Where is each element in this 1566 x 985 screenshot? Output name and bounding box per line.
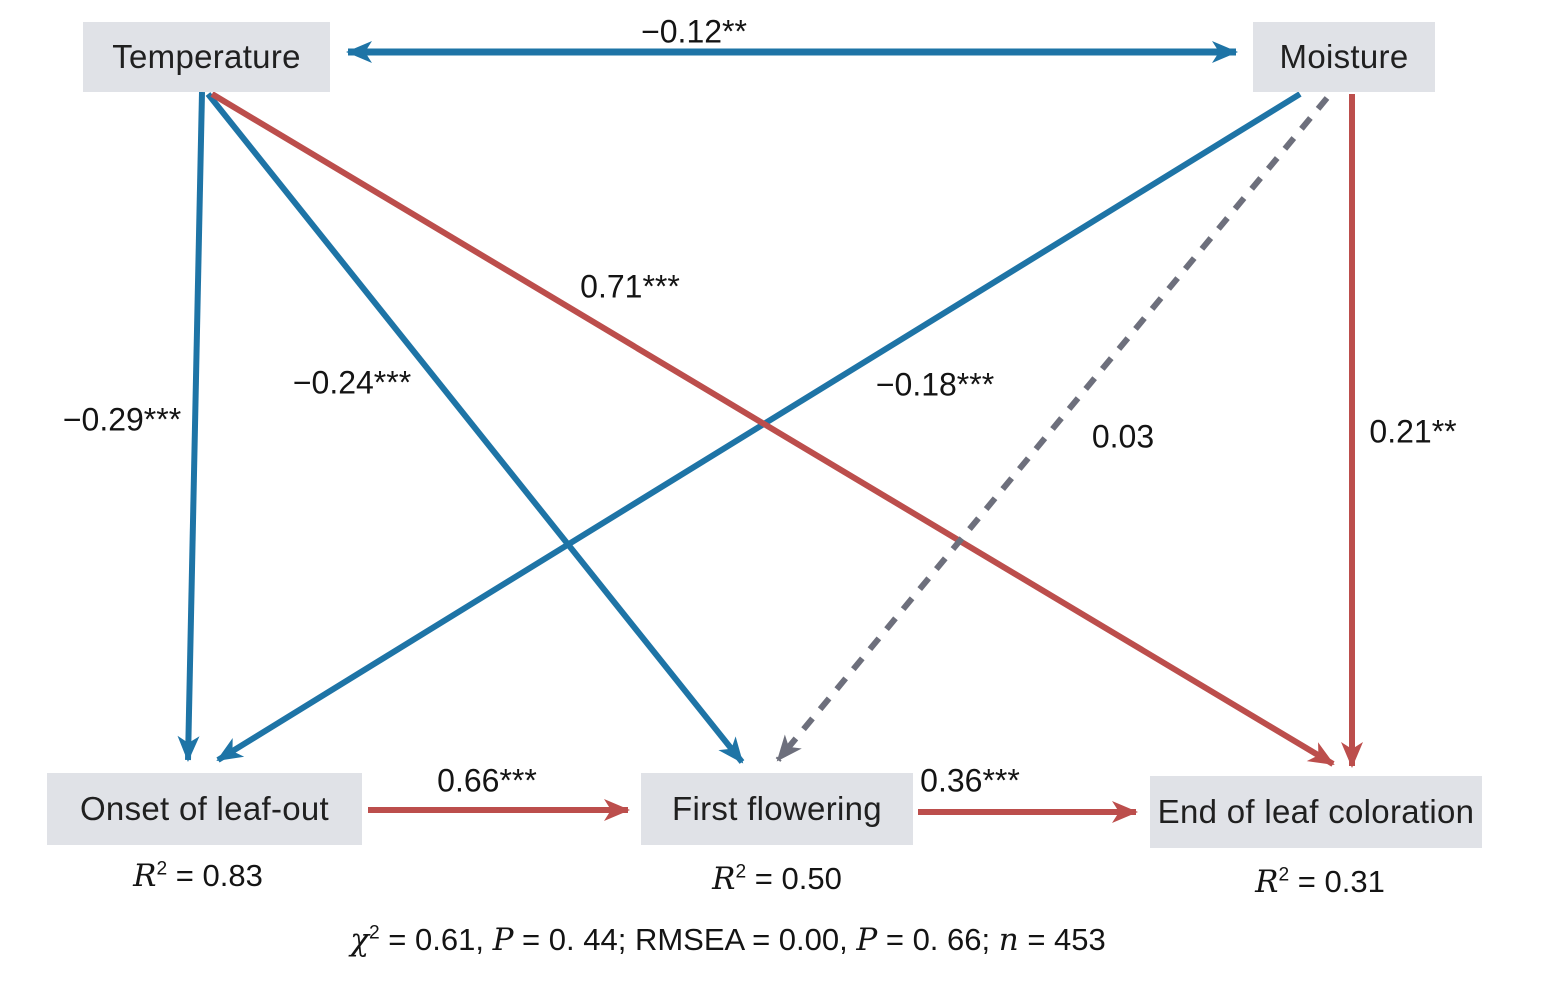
coef-moisture-flowering: 0.03 (1091, 418, 1155, 455)
arrow-moisture-flowering-dashed (775, 96, 1330, 762)
node-onset-of-leaf-out: Onset of leaf-out (47, 773, 362, 845)
r2-end-of-leaf-coloration: R2 = 0.31 (1255, 864, 1385, 900)
node-end-of-leaf-coloration: End of leaf coloration (1150, 776, 1482, 848)
r2-first-flowering: R2 = 0.50 (712, 861, 842, 897)
arrow-moisture-onset (216, 91, 1302, 763)
node-temperature: Temperature (83, 22, 330, 92)
coef-onset-flowering: 0.66*** (437, 762, 537, 799)
node-first-flowering: First flowering (641, 773, 913, 845)
coef-temperature-flowering: −0.24*** (292, 364, 412, 401)
r2-onset-of-leaf-out: R2 = 0.83 (133, 858, 263, 894)
coef-moisture-end: 0.21** (1369, 413, 1457, 450)
coef-moisture-onset: −0.18*** (875, 366, 995, 403)
node-moisture: Moisture (1253, 22, 1435, 92)
arrow-temperature-end (210, 91, 1335, 767)
coef-flowering-end: 0.36*** (920, 762, 1020, 799)
arrow-temperature-onset (177, 91, 205, 762)
model-fit-statistics: χ2 = 0.61, P = 0. 44; RMSEA = 0.00, P = … (350, 922, 1106, 958)
coef-temperature-end: 0.71*** (580, 268, 680, 305)
coef-temperature-onset: −0.29*** (62, 401, 182, 438)
arrow-temperature-flowering (205, 92, 745, 764)
coef-temperature-moisture: −0.12** (641, 13, 747, 50)
